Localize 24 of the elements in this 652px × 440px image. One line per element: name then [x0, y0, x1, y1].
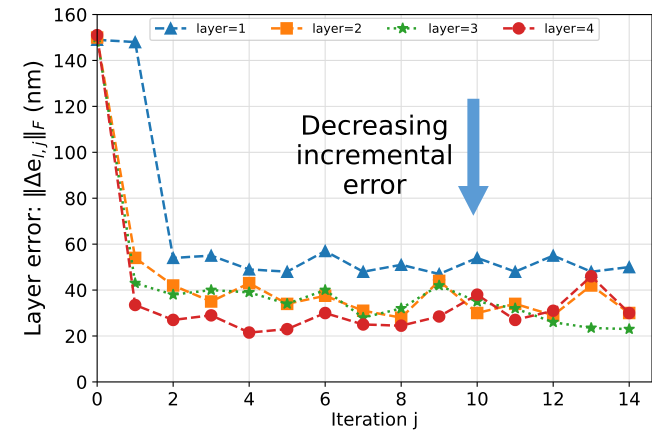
x-axis-title: Iteration j: [332, 412, 417, 430]
y-tick-label: 20: [66, 329, 86, 344]
y-axis-title: Layer error: ‖Δe$_{l,j}$‖$_{F}$ (nm): [23, 62, 48, 334]
x-tick-label: 12: [544, 392, 563, 406]
legend-label: layer=1: [197, 23, 245, 36]
x-tick-label: 8: [396, 392, 406, 406]
y-tick-label: 60: [66, 238, 86, 252]
x-tick-label: 10: [468, 392, 488, 406]
x-tick-label: 0: [92, 392, 102, 406]
annotation: Decreasing incremental error: [298, 114, 451, 194]
legend-label: layer=4: [546, 23, 594, 36]
x-tick-label: 6: [320, 392, 330, 406]
y-tick-label: 40: [65, 284, 86, 298]
y-tick-label: 80: [66, 192, 86, 206]
legend-label: layer=2: [313, 23, 361, 36]
y-tick-label: 120: [54, 100, 86, 114]
x-tick-label: 14: [620, 392, 640, 406]
y-tick-label: 160: [54, 8, 86, 22]
legend-label: layer=3: [430, 23, 478, 36]
x-tick-label: 2: [168, 392, 178, 406]
x-tick-label: 4: [244, 392, 254, 406]
y-tick-label: 140: [54, 54, 86, 68]
y-tick-label: 0: [77, 375, 86, 390]
y-tick-label: 100: [54, 146, 86, 160]
